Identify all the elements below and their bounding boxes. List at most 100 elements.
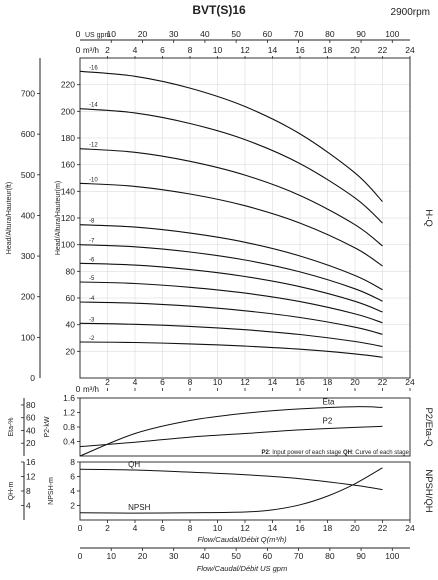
hq-curve bbox=[79, 322, 383, 348]
npsh-axis-label: NPSH-m bbox=[48, 477, 55, 505]
mid-m3h-zero: 0 bbox=[76, 384, 81, 394]
mid-m3h-tick-label: 10 bbox=[213, 377, 223, 387]
p2-y-ticks: 0.4 0.8 1.2 1.6 bbox=[63, 393, 80, 447]
bottom-m3h-tick-label: 12 bbox=[240, 523, 250, 533]
hq-y-ticks: 20 40 60 80 100 120 140 160 180 200 220 bbox=[61, 80, 80, 356]
bottom-m3h-tick-label: 16 bbox=[295, 523, 305, 533]
bottom-gpm-tick-label: 30 bbox=[169, 551, 179, 561]
bottom-gpm-tick-label: 50 bbox=[231, 551, 241, 561]
mid-m3h-tick-label: 6 bbox=[160, 377, 165, 387]
top-gpm-ticks: 10 20 30 40 50 60 70 80 90 100 bbox=[80, 29, 410, 43]
bottom-m3h-tick-label: 8 bbox=[188, 523, 193, 533]
hq-y-tick-label: 220 bbox=[61, 80, 75, 90]
mid-m3h-tick-label: 14 bbox=[268, 377, 278, 387]
top-gpm-zero: 0 bbox=[76, 29, 81, 39]
top-m3h-tick-label: 22 bbox=[378, 45, 388, 55]
qh-note: : Curve of each stage bbox=[352, 450, 410, 456]
ft-tick-label: 0 bbox=[30, 373, 35, 383]
eta-tick-label: 20 bbox=[26, 438, 36, 448]
bottom-gpm-tick-label: 60 bbox=[263, 551, 273, 561]
npsh-y-tick-label: 6 bbox=[70, 472, 75, 482]
hq-stage-label: -6 bbox=[89, 257, 95, 263]
hq-y-tick-label: 20 bbox=[66, 346, 76, 356]
hq-curve bbox=[79, 108, 383, 224]
top-gpm-tick-label: 90 bbox=[356, 29, 366, 39]
bottom-m3h-zero: 0 bbox=[78, 523, 83, 533]
power-legend-note: P2: Input power of each stage QH: Curve … bbox=[262, 450, 410, 456]
top-m3h-zero: 0 bbox=[76, 45, 81, 55]
hq-stage-label: -12 bbox=[89, 143, 98, 149]
eta-tick-label: 40 bbox=[26, 425, 36, 435]
hq-stage-label: -4 bbox=[89, 296, 95, 302]
mid-m3h-tick-label: 24 bbox=[405, 377, 415, 387]
p2-axis-label: P2-kW bbox=[44, 416, 51, 437]
bottom-gpm-tick-label: 10 bbox=[106, 551, 116, 561]
hq-y-tick-label: 80 bbox=[66, 266, 76, 276]
npsh-y-tick-label: 8 bbox=[70, 457, 75, 467]
hq-curve bbox=[79, 262, 383, 313]
top-gpm-tick-label: 100 bbox=[385, 29, 399, 39]
bottom-m3h-ticks: 2 4 6 8 10 12 14 16 18 20 22 24 bbox=[105, 520, 415, 533]
bottom-m3h-tick-label: 22 bbox=[378, 523, 388, 533]
top-gpm-unit: US gpm bbox=[85, 32, 110, 39]
head-ft-axis-label: Head/Altura/Hauteur(ft) bbox=[6, 182, 13, 254]
hq-stage-label: -8 bbox=[89, 219, 95, 225]
top-m3h-tick-label: 18 bbox=[323, 45, 333, 55]
top-m3h-tick-label: 2 bbox=[105, 45, 110, 55]
hq-y-tick-label: 180 bbox=[61, 133, 75, 143]
eta-ticks: 20 40 60 80 bbox=[21, 398, 36, 456]
hq-curve bbox=[79, 341, 383, 358]
top-m3h-tick-label: 10 bbox=[213, 45, 223, 55]
top-m3h-unit: m³/h bbox=[83, 46, 99, 55]
p2-note: : Input power of each stage bbox=[269, 450, 343, 456]
top-m3h-tick-label: 12 bbox=[240, 45, 250, 55]
p2eta-curves: Eta P2 bbox=[79, 397, 383, 457]
hq-ft-ticks: 100 200 300 400 500 600 700 0 bbox=[21, 58, 41, 383]
top-m3h-tick-label: 8 bbox=[188, 45, 193, 55]
hq-stage-label: -5 bbox=[89, 276, 95, 282]
bottom-gpm-tick-label: 90 bbox=[356, 551, 366, 561]
flow-m3h-label: Flow/Caudal/Débit Q(m³/h) bbox=[197, 535, 287, 544]
top-m3h-tick-label: 16 bbox=[295, 45, 305, 55]
npsh-y-tick-label: 4 bbox=[70, 486, 75, 496]
hq-stage-label: -7 bbox=[89, 239, 95, 245]
top-m3h-tick-label: 6 bbox=[160, 45, 165, 55]
eta-tick-label: 60 bbox=[26, 413, 36, 423]
hq-curves: -2 -3 -4 -5 -6 -7 -8 -10 -12 -14 -16 bbox=[79, 65, 383, 358]
hq-curve bbox=[79, 182, 383, 267]
p2-y-tick-label: 0.4 bbox=[63, 437, 75, 447]
mid-m3h-tick-label: 2 bbox=[105, 377, 110, 387]
hq-stage-label: -14 bbox=[89, 103, 98, 109]
ft-tick-label: 500 bbox=[21, 170, 35, 180]
hq-stage-label: -16 bbox=[89, 65, 98, 71]
bottom-gpm-tick-label: 20 bbox=[138, 551, 148, 561]
hq-side-label: H-Q bbox=[423, 209, 434, 226]
hq-y-tick-label: 160 bbox=[61, 160, 75, 170]
hq-curve bbox=[79, 301, 383, 335]
qh-ticks: 4 8 12 16 bbox=[21, 457, 36, 520]
mid-m3h-tick-label: 22 bbox=[378, 377, 388, 387]
mid-m3h-tick-label: 18 bbox=[323, 377, 333, 387]
ft-tick-label: 400 bbox=[21, 210, 35, 220]
hq-stage-label: -2 bbox=[89, 336, 95, 342]
bottom-gpm-ticks: 10 20 30 40 50 60 70 80 90 100 bbox=[106, 548, 400, 561]
hq-curve bbox=[79, 244, 383, 302]
mid-m3h-ticks: 2 4 6 8 10 12 14 16 18 20 22 24 bbox=[105, 377, 415, 391]
hq-stage-label: -3 bbox=[89, 317, 95, 323]
qh-tick-label: 16 bbox=[26, 457, 36, 467]
mid-m3h-unit: m³/h bbox=[83, 385, 99, 394]
bottom-gpm-tick-label: 80 bbox=[325, 551, 335, 561]
qh-tick-label: 8 bbox=[26, 486, 31, 496]
bottom-m3h-tick-label: 18 bbox=[323, 523, 333, 533]
hq-y-tick-label: 200 bbox=[61, 106, 75, 116]
qh-label: QH bbox=[128, 460, 140, 469]
head-m-axis-label: Head/Altura/Hauteur(m) bbox=[55, 181, 62, 255]
npsh-label: NPSH bbox=[128, 503, 150, 512]
qh-key: QH bbox=[343, 450, 352, 456]
bottom-m3h-tick-label: 14 bbox=[268, 523, 278, 533]
bottom-gpm-zero: 0 bbox=[78, 551, 83, 561]
ft-tick-label: 300 bbox=[21, 251, 35, 261]
flow-gpm-label: Flow/Caudal/Débit US gpm bbox=[197, 564, 287, 573]
qh-axis-label: QH-m bbox=[8, 482, 15, 501]
